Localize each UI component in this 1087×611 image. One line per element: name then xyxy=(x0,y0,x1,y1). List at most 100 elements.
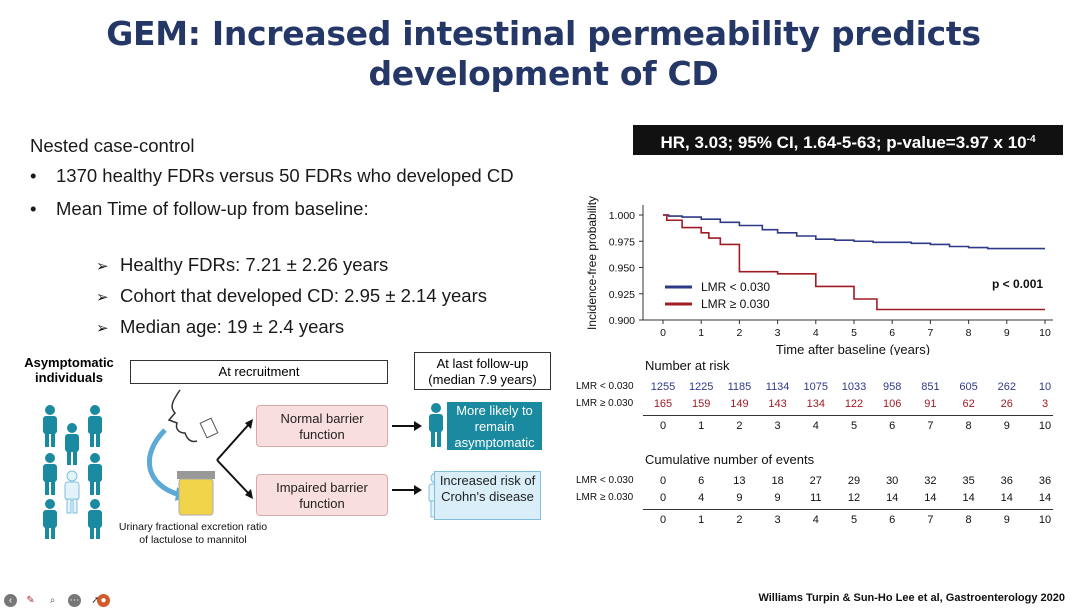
table-axis-label: 2 xyxy=(719,514,759,526)
table-cell: 851 xyxy=(910,381,950,393)
table-cell: 29 xyxy=(834,475,874,487)
x-tick-label: 10 xyxy=(1039,327,1051,339)
table-cell: 35 xyxy=(949,475,989,487)
table-cell: 958 xyxy=(872,381,912,393)
table-cell: 27 xyxy=(796,475,836,487)
x-tick-label: 8 xyxy=(966,327,972,339)
table-axis-label: 8 xyxy=(949,420,989,432)
flow-arrow-icon xyxy=(149,430,180,495)
table-cell: 13 xyxy=(719,475,759,487)
table-axis-label: 7 xyxy=(910,420,950,432)
pen-icon[interactable]: ✎ xyxy=(24,594,37,607)
asymptomatic-label: Asymptomatic individuals xyxy=(14,355,124,385)
bullet-1: • 1370 healthy FDRs versus 50 FDRs who de… xyxy=(30,165,514,187)
title-line-2: development of CD xyxy=(60,54,1027,94)
table-row-label: LMR ≥ 0.030 xyxy=(576,492,633,503)
hr-text: HR, 3.03; 95% CI, 1.64-5-63; p-value=3.9… xyxy=(660,133,1026,152)
x-tick-label: 5 xyxy=(851,327,857,339)
arrow-bullet-icon: ➢ xyxy=(96,256,120,278)
subbullet-3: ➢ Median age: 19 ± 2.4 years xyxy=(96,316,344,340)
table-cell: 0 xyxy=(643,475,683,487)
table-cell: 18 xyxy=(758,475,798,487)
table-cell: 32 xyxy=(910,475,950,487)
table-cell: 26 xyxy=(987,398,1027,410)
bullet-1-text: 1370 healthy FDRs versus 50 FDRs who dev… xyxy=(56,165,514,186)
table-cell: 165 xyxy=(643,398,683,410)
arrow-right-icon xyxy=(392,418,422,434)
arrow-right-icon xyxy=(392,482,422,498)
table-axis-label: 2 xyxy=(719,420,759,432)
y-axis-label: Incidence-free probability xyxy=(585,196,599,330)
title-line-1: GEM: Increased intestinal permeability p… xyxy=(60,14,1027,54)
table-cell: 605 xyxy=(949,381,989,393)
person-icon xyxy=(65,423,79,465)
table-cell: 91 xyxy=(910,398,950,410)
slide: GEM: Increased intestinal permeability p… xyxy=(0,0,1087,611)
arrow-bullet-icon: ➢ xyxy=(96,318,120,340)
x-tick-label: 6 xyxy=(889,327,895,339)
increased-risk-box: Increased risk of Crohn's disease xyxy=(434,471,541,520)
subbullet-1: ➢ Healthy FDRs: 7.21 ± 2.26 years xyxy=(96,254,388,278)
people-group-icon xyxy=(30,400,120,540)
axes: 1.000 0.975 0.950 0.925 0.900 0 1 2 3 4 5 6 7 8 9 10 xyxy=(609,205,1053,339)
x-axis-label: Time after baseline (years) xyxy=(776,342,930,355)
table-row-label: LMR < 0.030 xyxy=(576,381,634,392)
hazard-ratio-banner: HR, 3.03; 95% CI, 1.64-5-63; p-value=3.9… xyxy=(633,125,1063,155)
table-cell: 11 xyxy=(796,492,836,504)
x-tick-label: 1 xyxy=(698,327,704,339)
table-axis-label: 10 xyxy=(1025,420,1065,432)
table-cell: 0 xyxy=(643,492,683,504)
intro-text: Nested case-control xyxy=(30,135,195,157)
record-icon[interactable]: ● xyxy=(97,594,110,607)
table-axis-label: 4 xyxy=(796,420,836,432)
subbullet-2: ➢ Cohort that developed CD: 2.95 ± 2.14 y… xyxy=(96,285,487,309)
table-cell: 30 xyxy=(872,475,912,487)
table-cell: 9 xyxy=(719,492,759,504)
table-axis-label: 8 xyxy=(949,514,989,526)
table-cell: 1134 xyxy=(758,381,798,393)
legend: LMR < 0.030 LMR ≥ 0.030 xyxy=(665,280,770,311)
urinary-caption: Urinary fractional excretion ratio of la… xyxy=(118,521,268,547)
x-tick-label: 9 xyxy=(1004,327,1010,339)
table-cell: 1225 xyxy=(681,381,721,393)
table-axis-label: 10 xyxy=(1025,514,1065,526)
table-cell: 10 xyxy=(1025,381,1065,393)
split-arrows-icon xyxy=(215,415,255,505)
table-axis-label: 9 xyxy=(987,514,1027,526)
person-icon xyxy=(88,453,102,495)
table-cell: 36 xyxy=(987,475,1027,487)
table-axis-label: 1 xyxy=(681,514,721,526)
bullet-2-text: Mean Time of follow-up from baseline: xyxy=(56,198,369,219)
x-tick-label: 2 xyxy=(736,327,742,339)
person-icon xyxy=(43,405,57,447)
table-cell: 134 xyxy=(796,398,836,410)
table-axis-label: 1 xyxy=(681,420,721,432)
table-cell: 1185 xyxy=(719,381,759,393)
y-tick-label: 0.950 xyxy=(609,263,635,275)
more-icon[interactable]: ⋯ xyxy=(68,594,81,607)
table-axis-line xyxy=(643,415,1053,416)
table-axis-label: 5 xyxy=(834,420,874,432)
legend-label: LMR < 0.030 xyxy=(701,280,770,294)
y-tick-label: 0.975 xyxy=(609,236,635,248)
table-row-label: LMR < 0.030 xyxy=(576,475,634,486)
y-tick-label: 0.925 xyxy=(609,289,635,301)
bullet-glyph: • xyxy=(30,198,56,220)
slide-title: GEM: Increased intestinal permeability p… xyxy=(60,14,1027,94)
at-last-followup-box: At last follow-up (median 7.9 years) xyxy=(414,352,551,390)
risk-table-heading: Number at risk xyxy=(645,358,730,373)
km-series-2 xyxy=(663,215,1045,310)
back-icon[interactable]: ‹ xyxy=(4,594,17,607)
bullet-2: • Mean Time of follow-up from baseline: xyxy=(30,198,369,220)
zoom-icon[interactable]: ⌕ xyxy=(46,594,59,607)
table-axis-label: 6 xyxy=(872,514,912,526)
table-axis-label: 3 xyxy=(758,514,798,526)
person-icon xyxy=(88,405,102,447)
table-cell: 122 xyxy=(834,398,874,410)
table-cell: 4 xyxy=(681,492,721,504)
events-table-heading: Cumulative number of events xyxy=(645,452,814,467)
person-icon xyxy=(43,499,57,539)
series-layer xyxy=(663,215,1045,310)
table-cell: 159 xyxy=(681,398,721,410)
p-value-annotation: p < 0.001 xyxy=(992,277,1043,291)
